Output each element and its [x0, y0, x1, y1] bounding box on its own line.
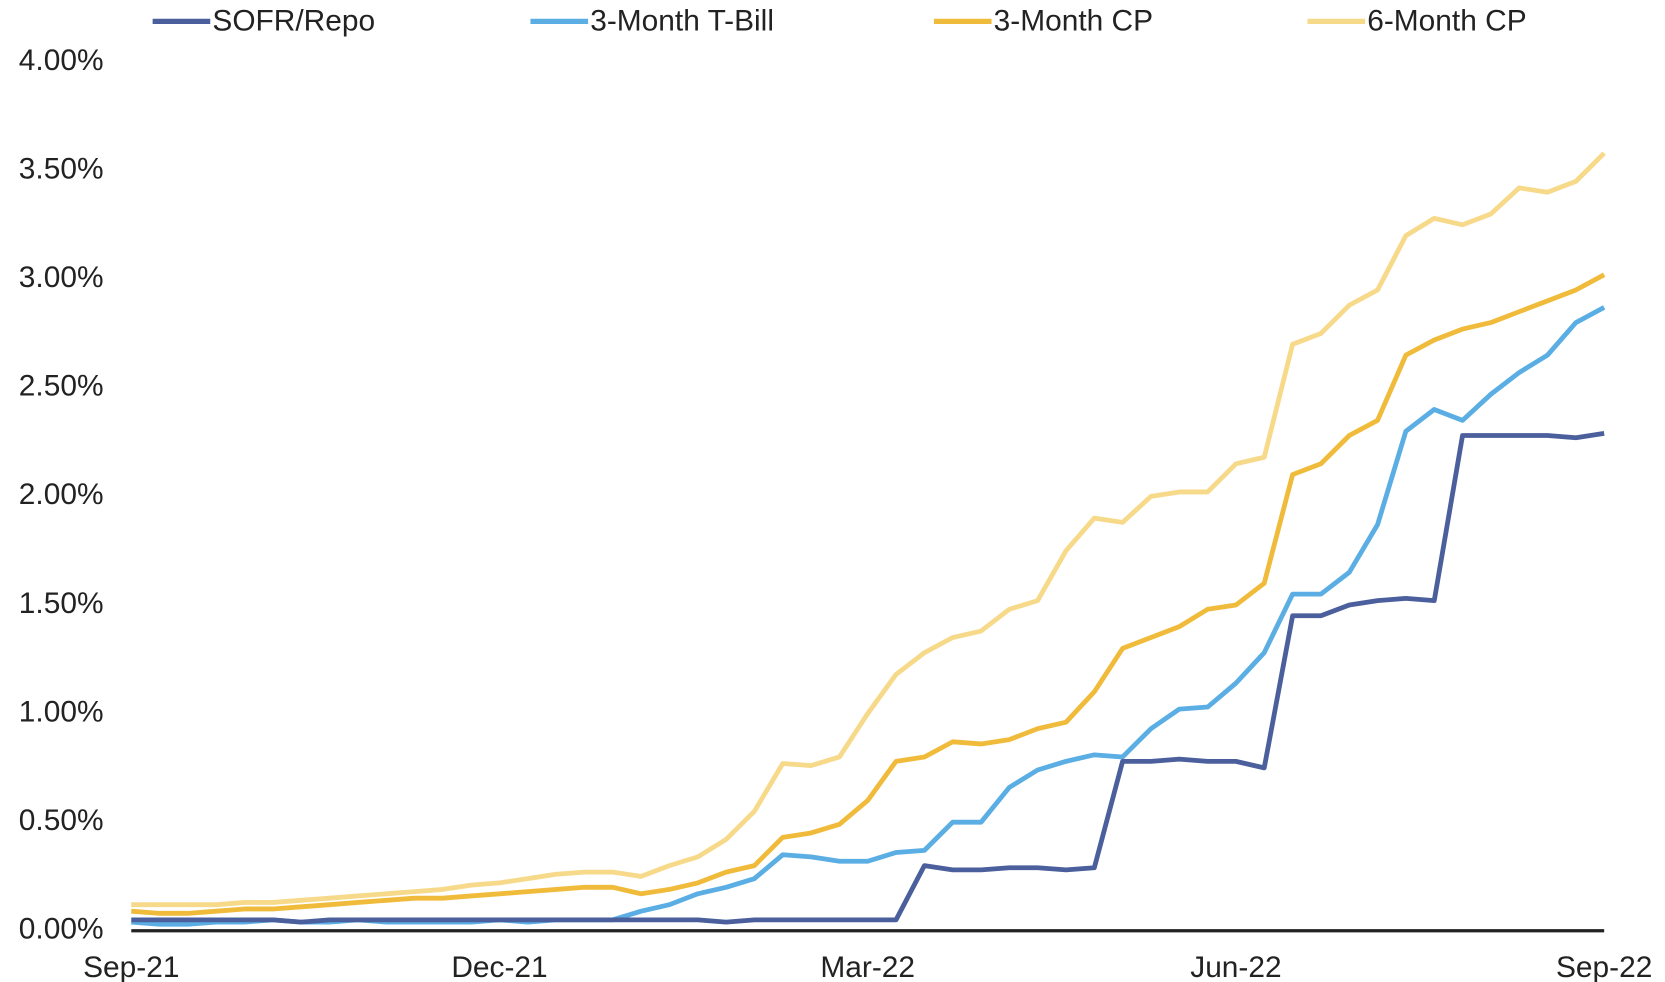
series-line: [131, 272, 1606, 916]
legend-label: 3-Month T-Bill: [590, 4, 774, 37]
x-tick-label: Sep-21: [83, 951, 179, 982]
x-tick-label: Jun-22: [1190, 951, 1281, 982]
legend-label: 6-Month CP: [1367, 4, 1526, 37]
x-tick-label: Sep-22: [1556, 951, 1652, 982]
x-tick-label: Dec-21: [451, 951, 547, 982]
legend-label: 3-Month CP: [994, 4, 1153, 37]
y-tick-label: 3.50%: [19, 152, 104, 185]
y-tick-label: 2.00%: [19, 478, 104, 511]
y-tick-label: 0.50%: [19, 804, 104, 837]
x-tick-label: Mar-22: [820, 951, 915, 982]
y-tick-label: 4.00%: [19, 44, 104, 77]
y-tick-label: 3.00%: [19, 261, 104, 294]
series-line: [131, 430, 1605, 925]
y-tick-label: 1.00%: [19, 695, 104, 728]
series-line: [131, 305, 1606, 927]
legend-label: SOFR/Repo: [212, 4, 375, 37]
series-line: [131, 151, 1606, 908]
y-tick-label: 1.50%: [19, 587, 104, 620]
y-tick-label: 0.00%: [19, 913, 104, 946]
y-tick-label: 2.50%: [19, 370, 104, 403]
